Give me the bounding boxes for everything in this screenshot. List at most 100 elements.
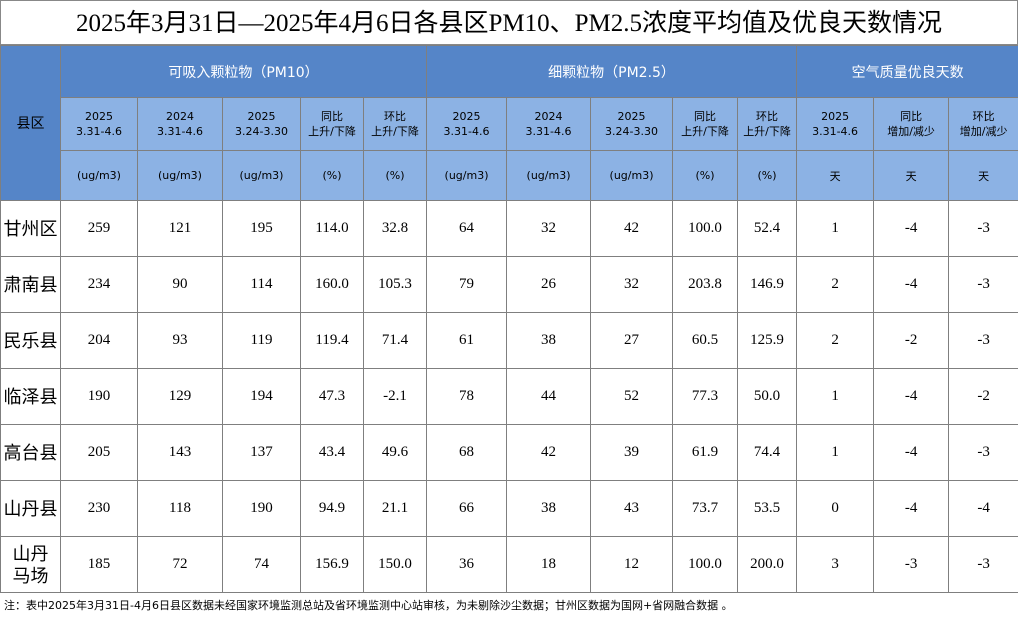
value: 1 (796, 368, 875, 425)
value: 156.9 (300, 536, 364, 593)
value: 50.0 (737, 368, 798, 425)
value: 94.9 (300, 480, 364, 537)
value: 100.0 (672, 200, 739, 257)
value: 77.3 (672, 368, 739, 425)
value: -3 (948, 536, 1018, 593)
unit: (%) (737, 150, 798, 201)
value: -2 (948, 368, 1018, 425)
value: 119.4 (300, 312, 364, 369)
county-name-line: 马场 (12, 565, 49, 586)
county-header: 县区 (0, 45, 61, 201)
value: 114 (222, 256, 301, 313)
subheader: 2024 3.31-4.6 (137, 97, 223, 151)
value: 93 (137, 312, 223, 369)
subheader: 环比上升/下降 (737, 97, 798, 151)
unit: 天 (796, 150, 875, 201)
unit: (ug/m3) (506, 150, 592, 201)
value: 100.0 (672, 536, 739, 593)
subheader: 2024 3.31-4.6 (506, 97, 592, 151)
subheader-line: 环比 (972, 110, 995, 123)
value: 38 (506, 312, 592, 369)
subheader-line: 3.31-4.6 (443, 125, 490, 138)
subheader-row: 2025 3.31-4.6 2024 3.31-4.6 2025 3.24-3.30 同比上… (1, 97, 1018, 151)
value: -3 (873, 536, 950, 593)
value: 27 (590, 312, 674, 369)
value: 114.0 (300, 200, 364, 257)
value: 204 (60, 312, 138, 369)
unit: (ug/m3) (426, 150, 508, 201)
data-row: 临泽县 190 129 194 47.3 -2.1 78 44 52 77.3 50.0 1 -4 -2 (0, 368, 1018, 425)
subheader-line: 2025 (247, 110, 276, 123)
county-name-line: 山丹县 (3, 498, 58, 519)
value: 71.4 (362, 312, 428, 369)
group-header: 可吸入颗粒物（PM10） (59, 45, 428, 98)
value: 2 (796, 256, 875, 313)
subheader-line: 上升/下降 (308, 125, 356, 138)
note: 注：表中2025年3月31日-4月6日县区数据未经国家环境监测总站及省环境监测中… (4, 599, 733, 612)
value: 0 (796, 480, 875, 537)
value: 73.7 (672, 480, 739, 537)
county-name: 山丹县 (0, 480, 61, 537)
subheader-line: 同比 (321, 110, 343, 123)
subheader-line: 2024 (166, 110, 194, 123)
county-name-line: 高台县 (3, 442, 58, 463)
value: -4 (873, 256, 950, 313)
value: 119 (222, 312, 301, 369)
value: 129 (137, 368, 223, 425)
subheader-line: 增加/减少 (959, 125, 1008, 138)
value: 74.4 (737, 424, 798, 481)
value: 52 (590, 368, 674, 425)
data-row: 山丹 马场 185 72 74 156.9 150.0 36 18 12 100.0 200.0 3 -3… (0, 536, 1018, 593)
value: 190 (60, 368, 138, 425)
county-name-line: 临泽县 (3, 386, 58, 407)
value: 39 (590, 424, 674, 481)
value: -3 (948, 312, 1018, 369)
subheader-line: 环比 (756, 110, 779, 123)
value: -3 (948, 256, 1018, 313)
value: 42 (590, 200, 674, 257)
county-name: 民乐县 (0, 312, 61, 369)
value: 118 (137, 480, 223, 537)
subheader: 2025 3.31-4.6 (60, 97, 138, 151)
value: 143 (137, 424, 223, 481)
subheader-line: 2025 (452, 110, 481, 123)
value: 49.6 (362, 424, 428, 481)
value: 185 (60, 536, 138, 593)
value: 234 (60, 256, 138, 313)
subheader-line: 上升/下降 (681, 125, 729, 138)
subheader-line: 3.31-4.6 (525, 125, 572, 138)
subheader-line: 环比 (384, 110, 406, 123)
unit: (ug/m3) (137, 150, 223, 201)
value: 74 (222, 536, 301, 593)
county-name-line: 甘州区 (3, 218, 58, 239)
value: 36 (426, 536, 508, 593)
county-name-line: 民乐县 (3, 330, 58, 351)
value: 121 (137, 200, 223, 257)
value: 32 (506, 200, 592, 257)
title: 2025年3月31日—2025年4月6日各县区PM10、PM2.5浓度平均值及优… (0, 0, 1018, 45)
value: 66 (426, 480, 508, 537)
subheader: 环比 上升/下降 (362, 97, 428, 151)
subheader-line: 同比 (694, 110, 717, 123)
unit: (%) (300, 150, 364, 201)
value: 203.8 (672, 256, 739, 313)
subheader-line: 3.24-3.30 (605, 125, 658, 138)
value: 1 (796, 424, 875, 481)
subheader-line: 上升/下降 (743, 125, 791, 138)
county-name: 临泽县 (0, 368, 61, 425)
subheader: 同比上升/下降 (300, 97, 364, 151)
value: 125.9 (737, 312, 798, 369)
value: -3 (948, 200, 1018, 257)
data-row: 民乐县 204 93 119 119.4 71.4 61 38 27 60.5 125.9 2 -2 -3 (0, 312, 1018, 369)
value: 137 (222, 424, 301, 481)
value: 150.0 (362, 536, 428, 593)
subheader-line: 2025 (821, 110, 850, 123)
value: 146.9 (737, 256, 798, 313)
value: 68 (426, 424, 508, 481)
value: 43.4 (300, 424, 364, 481)
value: 61 (426, 312, 508, 369)
county-name: 甘州区 (0, 200, 61, 257)
data-row: 高台县 205 143 137 43.4 49.6 68 42 39 61.9 74.4 1 -4 -3 (0, 424, 1018, 481)
value: 105.3 (362, 256, 428, 313)
value: 160.0 (300, 256, 364, 313)
